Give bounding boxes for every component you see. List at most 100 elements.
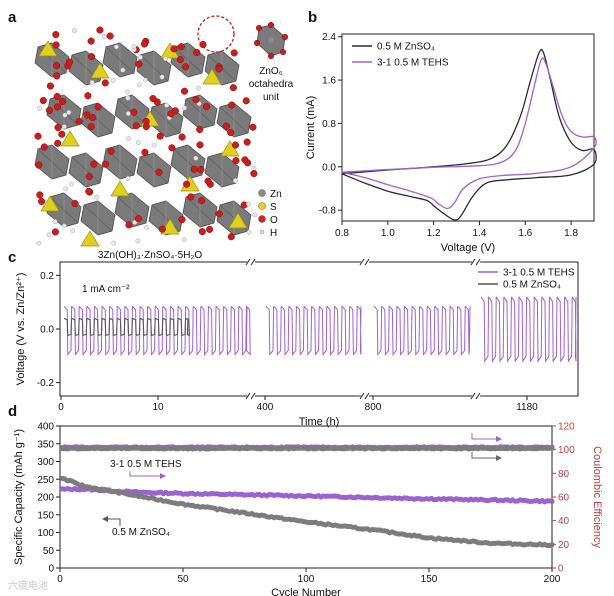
- hydrogen-atom: [252, 212, 258, 218]
- oxygen-atom: [222, 122, 230, 130]
- oxygen-atom: [36, 191, 44, 199]
- highlight-circle: [197, 15, 235, 53]
- cycling-x-tick-label: 50: [177, 574, 189, 585]
- cycling-y-tick-label: 350: [37, 439, 54, 450]
- oxygen-atom: [204, 177, 212, 185]
- oxygen-atom: [215, 65, 223, 73]
- voltage-x-axis-label: Time (h): [299, 416, 340, 428]
- oxygen-atom: [65, 58, 73, 66]
- tehs-voltage-trace-seg1: [63, 305, 251, 356]
- legend-zn-label: Zn: [270, 189, 282, 200]
- so4-tetrahedron: [60, 130, 80, 147]
- so4-tetrahedron: [80, 230, 100, 247]
- oxygen-atom: [54, 123, 62, 132]
- oxygen-atom: [202, 103, 211, 111]
- so4-tetrahedron: [38, 40, 58, 57]
- hydrogen-atom: [132, 219, 138, 225]
- cv-plot-frame: [341, 33, 595, 222]
- panel-label-a: a: [8, 9, 17, 26]
- oxygen-atom: [178, 133, 186, 141]
- crystal-structure: [34, 26, 258, 247]
- oxygen-atom: [177, 43, 185, 51]
- axis-break-gap: [472, 259, 480, 265]
- oxygen-atom: [281, 33, 289, 41]
- znso4-annotation: 0.5 M ZnSO₄: [112, 527, 170, 538]
- hydrogen-atom: [36, 240, 42, 246]
- oxygen-atom: [227, 129, 235, 137]
- oxygen-atom: [193, 48, 201, 57]
- oxygen-atom: [170, 45, 178, 53]
- oxygen-atom: [130, 108, 138, 116]
- hydrogen-atom: [163, 56, 169, 62]
- oxygen-atom: [232, 157, 240, 165]
- legend-s-label: S: [270, 202, 277, 213]
- tehs-voltage-trace-seg4: [480, 296, 577, 363]
- so4-tetrahedron: [90, 62, 110, 79]
- cv-x-tick-label: 1.2: [427, 228, 441, 239]
- oxygen-atom: [45, 106, 53, 114]
- axis-break-gap: [361, 393, 369, 399]
- hydrogen-atom: [135, 238, 141, 244]
- oxygen-atom: [196, 125, 204, 134]
- oxygen-atom: [178, 216, 186, 224]
- znso4-voltage-trace: [63, 317, 190, 337]
- oxygen-atom: [230, 49, 238, 57]
- cv-legend-label: 3-1 0.5 M TEHS: [377, 58, 449, 69]
- panel-label-b: b: [308, 9, 317, 26]
- hydrogen-atom: [63, 186, 69, 192]
- voltage-x-tick-label: 1180: [516, 402, 538, 413]
- hydrogen-atom: [136, 82, 142, 88]
- cycling-y-tick-label: 300: [37, 457, 54, 468]
- hydrogen-atom: [137, 54, 143, 60]
- hydrogen-atom: [144, 225, 150, 231]
- oxygen-atom: [149, 95, 157, 103]
- watermark: 六度电池: [8, 579, 48, 592]
- hydrogen-atom: [61, 223, 67, 229]
- cycling-y-tick-label: 400: [37, 422, 54, 433]
- oxygen-atom: [90, 160, 98, 168]
- voltage-x-tick-label: 0: [58, 402, 64, 413]
- axis-break-gap: [472, 393, 480, 399]
- cv-y-tick-label: 1.6: [322, 76, 336, 87]
- hydrogen-atom: [126, 136, 132, 141]
- cv-x-tick-label: 1.0: [381, 228, 395, 239]
- voltage-x-tick-label: 10: [152, 402, 164, 413]
- hydrogen-atom: [125, 89, 131, 95]
- cv-y-tick-label: 2.4: [322, 32, 336, 43]
- legend-o-label: O: [270, 215, 278, 226]
- cycling-y2-tick-label: 20: [558, 540, 570, 551]
- oxygen-atom: [107, 147, 115, 155]
- oxygen-atom: [227, 233, 235, 241]
- cycling-y2-tick-label: 0: [558, 564, 564, 575]
- cycling-point: [549, 542, 555, 548]
- oxygen-atom: [87, 123, 95, 131]
- hydrogen-atom: [159, 74, 165, 80]
- axis-break-mark: [245, 258, 251, 266]
- cycling-y2-tick-label: 40: [558, 516, 570, 527]
- oxygen-atom: [187, 193, 195, 201]
- hydrogen-atom: [142, 77, 148, 83]
- hydrogen-atom: [46, 232, 52, 238]
- voltage-y-tick-label: 0.0: [40, 325, 54, 336]
- ce-znso4-arrow: [471, 452, 496, 459]
- hydrogen-atom: [125, 95, 131, 101]
- ce-znso4-arrowhead: [496, 455, 502, 461]
- cv-curve-znso4: [341, 48, 597, 221]
- hydrogen-atom: [62, 112, 68, 118]
- oxygen-atom: [192, 96, 200, 104]
- oxygen-atom: [89, 114, 97, 122]
- oxygen-atom: [132, 122, 140, 130]
- cycling-y-tick-label: 100: [37, 528, 54, 539]
- oxygen-atom: [134, 215, 142, 223]
- oxygen-atom: [125, 221, 133, 229]
- unit-label-line3: unit: [263, 92, 279, 103]
- znso4-arrowhead: [102, 516, 108, 522]
- oxygen-atom: [176, 56, 184, 64]
- oxygen-atom: [85, 187, 93, 195]
- hydrogen-atom: [111, 240, 117, 246]
- oxygen-atom: [243, 138, 251, 146]
- oxygen-atom: [279, 48, 287, 56]
- cycling-y2-tick-label: 80: [558, 469, 570, 480]
- axis-break-gap: [361, 259, 369, 265]
